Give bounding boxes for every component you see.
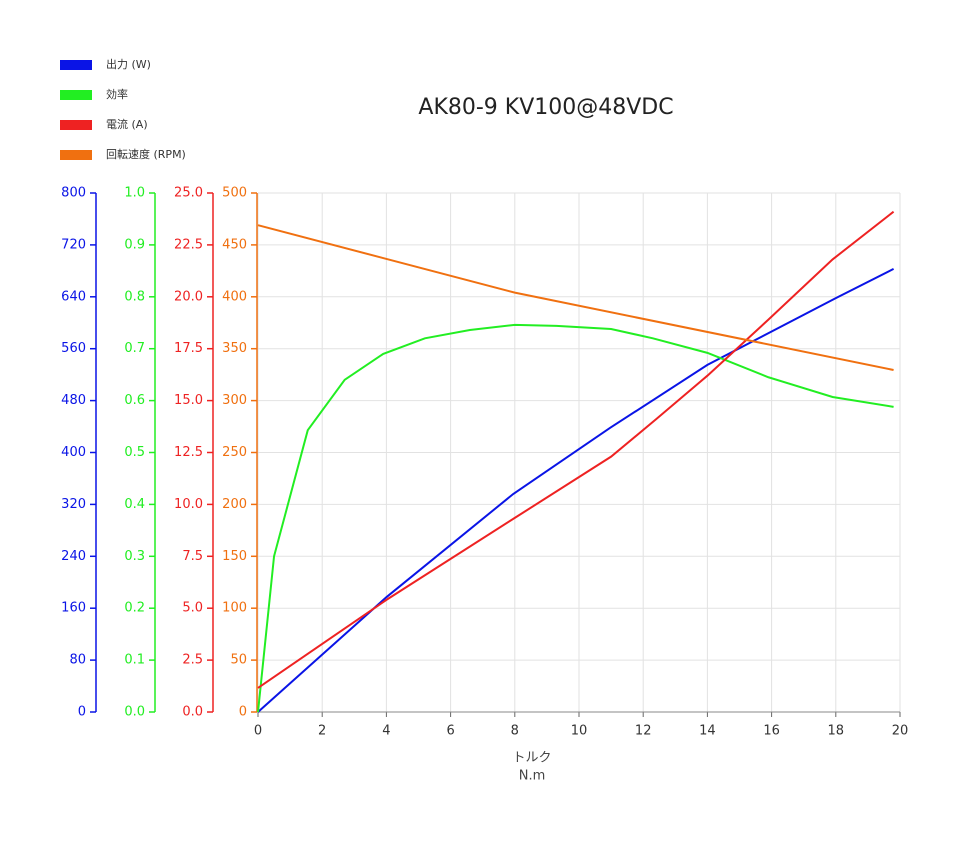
y-tick-label: 25.0 — [174, 186, 203, 201]
y-tick-label: 0.2 — [124, 601, 145, 616]
x-tick-label: 8 — [511, 724, 519, 739]
series-line — [257, 210, 895, 689]
series-line — [257, 323, 894, 713]
y-tick-label: 0 — [78, 705, 86, 720]
x-tick-label: 2 — [318, 724, 326, 739]
y-tick-label: 450 — [222, 237, 247, 252]
y-tick-label: 800 — [61, 186, 86, 201]
chart-title: AK80-9 KV100@48VDC — [418, 95, 673, 120]
y-tick-label: 17.5 — [174, 341, 203, 356]
y-tick-label: 320 — [61, 497, 86, 512]
legend-swatch — [60, 90, 92, 100]
x-tick-label: 6 — [446, 724, 454, 739]
y-tick-label: 15.0 — [174, 393, 203, 408]
legend-swatch — [60, 150, 92, 160]
y-tick-label: 720 — [61, 237, 86, 252]
x-tick-label: 4 — [382, 724, 390, 739]
y-tick-label: 150 — [222, 549, 247, 564]
legend-label: 出力 (W) — [106, 57, 151, 71]
y-tick-label: 240 — [61, 549, 86, 564]
y-tick-label: 400 — [222, 289, 247, 304]
y-tick-label: 1.0 — [124, 186, 145, 201]
y-tick-label: 160 — [61, 601, 86, 616]
x-tick-label: 18 — [828, 724, 845, 739]
y-tick-label: 0.9 — [124, 237, 145, 252]
y-tick-label: 10.0 — [174, 497, 203, 512]
y-tick-label: 0.6 — [124, 393, 145, 408]
y-tick-label: 0.0 — [124, 705, 145, 720]
legend-swatch — [60, 60, 92, 70]
y-tick-label: 100 — [222, 601, 247, 616]
y-tick-label: 0.1 — [124, 653, 145, 668]
legend-label: 電流 (A) — [106, 117, 148, 131]
y-tick-label: 560 — [61, 341, 86, 356]
y-tick-label: 7.5 — [182, 549, 203, 564]
y-tick-label: 2.5 — [182, 653, 203, 668]
y-tick-label: 22.5 — [174, 237, 203, 252]
x-tick-label: 14 — [699, 724, 716, 739]
x-tick-label: 20 — [892, 724, 909, 739]
y-tick-label: 0.7 — [124, 341, 145, 356]
y-tick-label: 0.3 — [124, 549, 145, 564]
x-tick-label: 16 — [763, 724, 780, 739]
series-line — [257, 224, 894, 371]
legend-label: 回転速度 (RPM) — [106, 147, 186, 161]
legend-swatch — [60, 120, 92, 130]
y-tick-label: 350 — [222, 341, 247, 356]
y-tick-label: 20.0 — [174, 289, 203, 304]
x-tick-label: 0 — [254, 724, 262, 739]
y-tick-label: 80 — [69, 653, 86, 668]
legend-label: 効率 — [106, 87, 128, 101]
x-axis-label: トルク — [512, 751, 551, 766]
y-tick-label: 480 — [61, 393, 86, 408]
x-tick-label: 10 — [571, 724, 588, 739]
y-tick-label: 250 — [222, 445, 247, 460]
y-tick-label: 400 — [61, 445, 86, 460]
series-line — [257, 268, 895, 713]
y-tick-label: 0.5 — [124, 445, 145, 460]
x-tick-label: 12 — [635, 724, 652, 739]
y-tick-label: 0.0 — [182, 705, 203, 720]
y-tick-label: 5.0 — [182, 601, 203, 616]
y-tick-label: 300 — [222, 393, 247, 408]
y-tick-label: 50 — [230, 653, 247, 668]
y-tick-label: 200 — [222, 497, 247, 512]
y-tick-label: 12.5 — [174, 445, 203, 460]
y-tick-label: 0.8 — [124, 289, 145, 304]
y-tick-label: 500 — [222, 186, 247, 201]
y-tick-label: 0.4 — [124, 497, 145, 512]
x-axis-unit: N.m — [519, 769, 546, 784]
y-tick-label: 0 — [239, 705, 247, 720]
y-tick-label: 640 — [61, 289, 86, 304]
